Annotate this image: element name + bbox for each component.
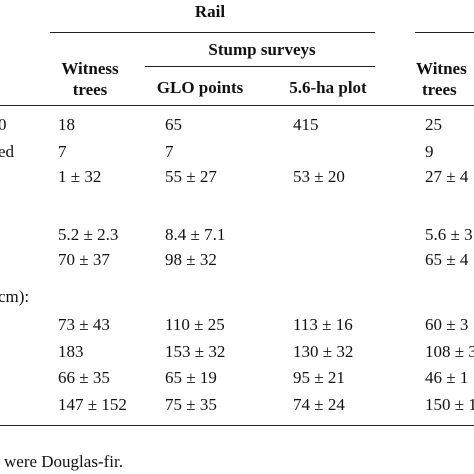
cell: 130 ± 32	[293, 342, 354, 361]
cell: 5.6 ± 3	[425, 225, 473, 244]
cell: 25	[425, 115, 442, 134]
rule	[415, 32, 474, 33]
rule	[50, 32, 375, 33]
cell: 27 ± 4	[425, 167, 469, 186]
cell: 65 ± 4	[425, 250, 469, 269]
cell: 95 ± 21	[293, 368, 345, 387]
column-header: Witness	[61, 59, 119, 78]
footnote: were Douglas-fir.	[4, 452, 123, 471]
rule	[0, 105, 474, 106]
rule	[0, 425, 474, 426]
cell: 55 ± 27	[165, 167, 217, 186]
cell: 1 ± 32	[58, 167, 102, 186]
cell: 113 ± 16	[293, 315, 353, 334]
column-header: 5.6-ha plot	[289, 78, 367, 97]
row-label: ed	[0, 142, 15, 161]
row-label: 0	[0, 115, 7, 134]
cell: 108 ± 3	[425, 342, 474, 361]
column-header: GLO points	[156, 78, 244, 97]
cell: 110 ± 25	[165, 315, 225, 334]
cell: 46 ± 1	[425, 368, 469, 387]
cell: 147 ± 152	[58, 395, 127, 414]
cell: 74 ± 24	[293, 395, 345, 414]
cell: 65 ± 19	[165, 368, 217, 387]
cell: 70 ± 37	[58, 250, 110, 269]
cell: 65	[165, 115, 182, 134]
cell: 7	[165, 142, 174, 161]
cell: 150 ± 1	[425, 395, 474, 414]
cell: 73 ± 43	[58, 315, 110, 334]
cell: 9	[425, 142, 434, 161]
cell: 18	[58, 115, 75, 134]
cell: 7	[58, 142, 67, 161]
cell: 53 ± 20	[293, 167, 345, 186]
cell: 8.4 ± 7.1	[165, 225, 226, 244]
group-header: Rail	[194, 2, 226, 21]
cell: 75 ± 35	[165, 395, 217, 414]
cell: 183	[58, 342, 84, 361]
rule	[145, 66, 375, 67]
column-header: trees	[72, 80, 108, 99]
row-label: cm):	[0, 287, 30, 306]
subgroup-header: Stump surveys	[208, 40, 316, 59]
column-header: trees	[422, 80, 457, 99]
cell: 415	[293, 115, 319, 134]
cell: 60 ± 3	[425, 315, 469, 334]
cell: 98 ± 32	[165, 250, 217, 269]
cell: 66 ± 35	[58, 368, 110, 387]
cell: 5.2 ± 2.3	[58, 225, 119, 244]
cell: 153 ± 32	[165, 342, 226, 361]
column-header: Witnes	[416, 59, 467, 78]
